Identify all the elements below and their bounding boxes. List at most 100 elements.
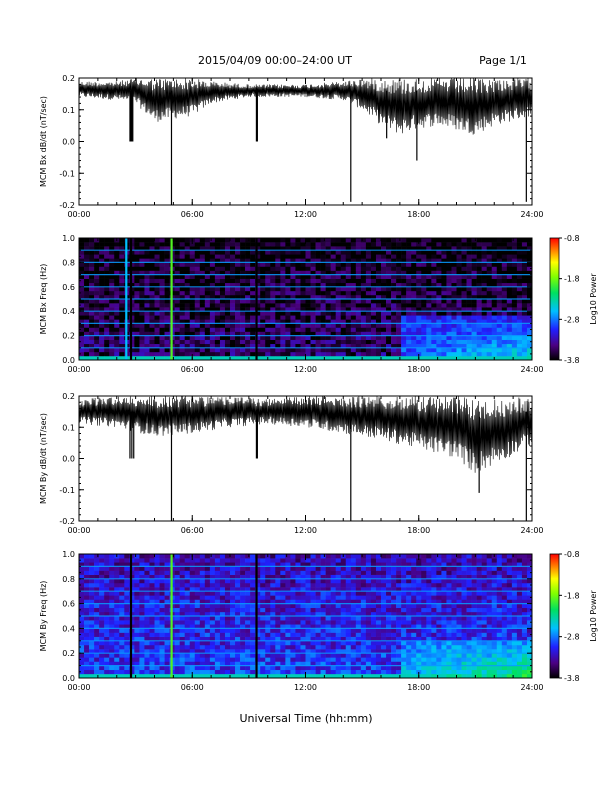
heatmap-cell	[355, 250, 362, 255]
heatmap-cell	[461, 254, 467, 259]
heatmap-cell	[496, 299, 503, 304]
heatmap-cell	[355, 599, 362, 604]
heatmap-cell	[370, 242, 377, 247]
heatmap-cell	[194, 657, 201, 662]
heatmap-cell	[310, 278, 316, 284]
heatmap-cell	[124, 574, 130, 580]
heatmap-cell	[159, 591, 165, 596]
heatmap-cell	[224, 274, 231, 279]
heatmap-cell	[189, 254, 196, 259]
heatmap-cell	[235, 661, 241, 666]
heatmap-cell	[305, 587, 311, 592]
heatmap-cell	[360, 611, 367, 617]
heatmap-cell	[476, 343, 482, 349]
heatmap-cell	[451, 294, 457, 300]
heatmap-cell	[486, 351, 493, 357]
heatmap-cell	[255, 286, 261, 292]
heatmap-cell	[109, 661, 115, 666]
heatmap-cell	[265, 286, 271, 292]
heatmap-cell	[431, 355, 437, 361]
heatmap-cell	[325, 270, 331, 275]
heatmap-cell	[386, 282, 392, 288]
heatmap-cell	[516, 242, 523, 247]
heatmap-cell	[184, 339, 191, 345]
heatmap-cell	[275, 566, 281, 571]
heatmap-cell	[270, 278, 276, 284]
heatmap-cell	[219, 644, 226, 650]
heatmap-cell	[139, 299, 145, 304]
heatmap-cell	[416, 319, 422, 324]
heatmap-cell	[89, 640, 95, 646]
heatmap-cell	[144, 331, 150, 336]
heatmap-cell	[84, 335, 90, 340]
heatmap-cell	[290, 595, 296, 600]
heatmap-cell	[240, 307, 246, 312]
heatmap-cell	[350, 290, 357, 296]
heatmap-cell	[446, 307, 452, 312]
heatmap-cell	[194, 331, 201, 336]
heatmap-cell	[310, 562, 316, 567]
heatmap-cell	[214, 636, 221, 642]
heatmap-cell	[199, 640, 206, 646]
heatmap-cell	[154, 242, 160, 247]
heatmap-cell	[491, 315, 498, 320]
heatmap-cell	[250, 669, 256, 675]
heatmap-cell	[431, 270, 437, 275]
heatmap-cell	[521, 266, 528, 271]
heatmap-cell	[134, 299, 140, 304]
heatmap-cell	[355, 603, 362, 609]
heatmap-cell	[300, 254, 306, 259]
heatmap-cell	[335, 254, 342, 259]
heatmap-cell	[174, 311, 180, 316]
heatmap-cell	[209, 558, 216, 563]
heatmap-cell	[255, 335, 261, 340]
heatmap-cell	[139, 574, 145, 580]
heatmap-cell	[275, 335, 281, 340]
heatmap-cell	[511, 311, 518, 316]
heatmap-cell	[199, 591, 206, 596]
heatmap-cell	[134, 311, 140, 316]
heatmap-cell	[446, 262, 452, 267]
heatmap-cell	[174, 657, 180, 662]
y-tick-label: 0.6	[62, 283, 75, 292]
heatmap-cell	[214, 607, 221, 613]
heatmap-cell	[300, 649, 306, 654]
heatmap-cell	[260, 616, 266, 621]
heatmap-cell	[224, 574, 231, 580]
heatmap-cell	[209, 331, 216, 336]
heatmap-cell	[391, 258, 397, 263]
heatmap-cell	[526, 347, 533, 353]
heatmap-cell	[360, 628, 367, 633]
heatmap-cell	[295, 673, 301, 679]
heatmap-cell	[456, 290, 462, 296]
heatmap-cell	[270, 611, 276, 617]
heatmap-cell	[219, 570, 226, 575]
heatmap-cell	[179, 303, 185, 308]
heatmap-cell	[335, 266, 342, 271]
heatmap-cell	[506, 254, 513, 259]
heatmap-cell	[124, 636, 130, 642]
heatmap-cell	[320, 262, 326, 267]
heatmap-cell	[481, 250, 487, 255]
heatmap-cell	[84, 266, 90, 271]
heatmap-cell	[315, 649, 321, 654]
heatmap-cell	[325, 611, 331, 617]
heatmap-cell	[260, 607, 266, 613]
heatmap-cell	[511, 331, 518, 336]
heatmap-cell	[84, 595, 90, 600]
heatmap-cell	[184, 347, 191, 353]
heatmap-cell	[275, 270, 281, 275]
heatmap-cell	[255, 649, 261, 654]
heatmap-cell	[310, 669, 316, 675]
heatmap-cell	[179, 323, 185, 328]
heatmap-cell	[365, 286, 372, 292]
heatmap-cell	[446, 278, 452, 284]
heatmap-cell	[401, 294, 407, 300]
heatmap-cell	[164, 558, 170, 563]
heatmap-cell	[139, 327, 145, 332]
heatmap-cell	[481, 339, 487, 345]
heatmap-cell	[315, 242, 321, 247]
heatmap-cell	[280, 578, 286, 584]
heatmap-cell	[199, 242, 206, 247]
heatmap-cell	[230, 319, 236, 324]
